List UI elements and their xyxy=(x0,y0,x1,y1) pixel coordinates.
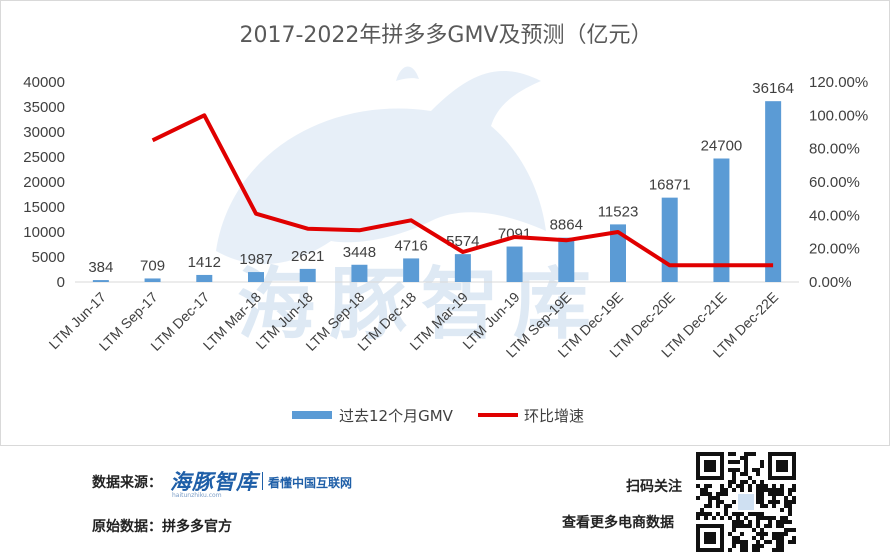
y-left-tick-label: 25000 xyxy=(23,149,65,166)
bar-data-label: 2621 xyxy=(291,248,324,265)
y-right-tick-label: 100.00% xyxy=(809,107,868,124)
bar-gmv xyxy=(92,280,109,282)
bar-gmv xyxy=(713,158,730,282)
brand-logo-url: haitunzhiku.com xyxy=(172,492,222,499)
source-label: 数据来源： xyxy=(92,475,162,491)
bar-gmv xyxy=(144,278,161,282)
bar-gmv xyxy=(454,254,471,282)
y-left-tick-label: 15000 xyxy=(23,199,65,216)
bar-gmv xyxy=(196,274,213,282)
bar-data-label: 16871 xyxy=(649,177,691,194)
watermark-dolphin-icon xyxy=(216,71,546,265)
bar-data-label: 1987 xyxy=(239,251,272,268)
bar-gmv xyxy=(351,264,368,282)
logo-divider xyxy=(262,472,263,490)
bar-data-label: 384 xyxy=(88,259,113,276)
bar-gmv xyxy=(765,101,782,283)
legend-label-gmv: 过去12个月GMV xyxy=(339,407,454,425)
bar-data-label: 24700 xyxy=(701,138,743,155)
y-right-tick-label: 20.00% xyxy=(809,241,860,258)
bar-gmv xyxy=(558,237,575,282)
bar-gmv xyxy=(299,268,316,282)
y-left-tick-label: 35000 xyxy=(23,99,65,116)
chart-panel: 2017-2022年拼多多GMV及预测（亿元） 海豚智库 0 5000 10000 15… xyxy=(0,0,890,446)
bar-gmv xyxy=(248,272,264,282)
bar-data-label: 4716 xyxy=(394,237,427,254)
bar-data-label: 709 xyxy=(140,257,165,274)
bar-gmv xyxy=(610,224,626,282)
bar-data-label: 3448 xyxy=(343,244,376,261)
brand-slogan: 看懂中国互联网 xyxy=(268,476,353,490)
y-left-tick-label: 0 xyxy=(57,274,65,291)
origin-label: 原始数据：拼多多官方 xyxy=(92,519,232,535)
legend-label-growth: 环比增速 xyxy=(524,407,584,425)
y-left-tick-label: 20000 xyxy=(23,174,65,191)
y-right-tick-label: 120.00% xyxy=(809,74,868,91)
qr-code-icon[interactable] xyxy=(696,452,796,552)
more-data-label: 查看更多电商数据 xyxy=(562,515,674,531)
y-right-tick-label: 40.00% xyxy=(809,207,860,224)
bar-data-label: 1412 xyxy=(188,254,221,271)
y-left-tick-label: 40000 xyxy=(23,74,65,91)
chart-title: 2017-2022年拼多多GMV及预测（亿元） xyxy=(239,23,653,48)
bar-gmv xyxy=(403,258,420,282)
watermark-droplet-icon xyxy=(396,66,419,81)
legend-swatch-gmv xyxy=(292,411,332,419)
y-right-tick-label: 0.00% xyxy=(809,274,852,291)
y-right-tick-label: 60.00% xyxy=(809,174,860,191)
bar-gmv xyxy=(661,197,678,282)
chart-svg: 海豚智库050001000015000200002500030000350004… xyxy=(23,66,868,425)
bar-gmv xyxy=(506,246,523,282)
scan-follow-label: 扫码关注 xyxy=(626,479,682,495)
brand-logo: 海豚智库 xyxy=(170,470,258,494)
y-left-tick-label: 5000 xyxy=(32,249,65,266)
bar-data-label: 11523 xyxy=(598,203,639,220)
y-right-tick-label: 80.00% xyxy=(809,141,860,158)
bar-data-label: 36164 xyxy=(752,80,794,97)
y-left-tick-label: 30000 xyxy=(23,124,65,141)
bar-data-label: 8864 xyxy=(550,217,583,234)
y-left-tick-label: 10000 xyxy=(23,224,65,241)
